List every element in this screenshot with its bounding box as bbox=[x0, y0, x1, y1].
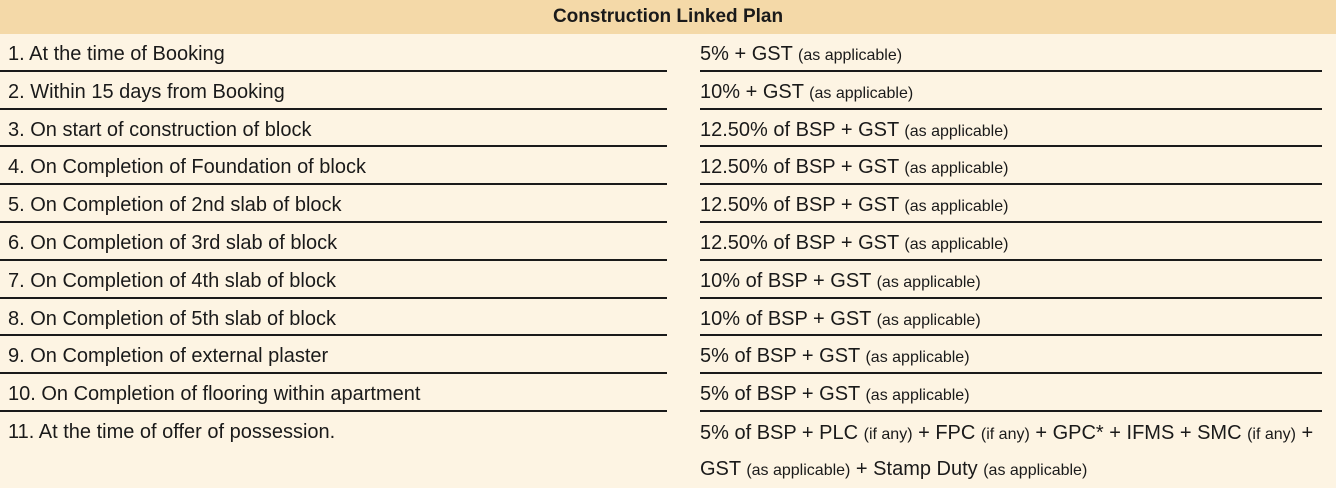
amount-value: + FPC bbox=[912, 421, 981, 444]
row-divider bbox=[700, 409, 1322, 412]
amount-value: 10% + GST bbox=[700, 80, 804, 103]
row-divider bbox=[700, 296, 1322, 299]
amount-note: (as applicable) bbox=[809, 84, 914, 102]
amount-note: (as applicable) bbox=[904, 235, 1009, 253]
amount-cell: 12.50% of BSP + GST (as applicable) bbox=[700, 232, 1008, 256]
amount-note: (as applicable) bbox=[904, 198, 1009, 216]
table-row: 6. On Completion of 3rd slab of block 12… bbox=[0, 223, 1336, 261]
amount-note: (if any) bbox=[980, 425, 1030, 443]
row-divider bbox=[0, 334, 667, 337]
stage-label: 1. At the time of Booking bbox=[8, 43, 225, 65]
amount-value: + Stamp Duty bbox=[850, 457, 984, 480]
row-divider bbox=[700, 145, 1322, 148]
stage-label: 6. On Completion of 3rd slab of block bbox=[8, 231, 338, 254]
amount-value: 12.50% of BSP + GST bbox=[700, 156, 899, 179]
amount-value: 12.50% of BSP + GST bbox=[700, 231, 899, 254]
table-row: 3. On start of construction of block 12.… bbox=[0, 110, 1336, 148]
table-row: 10. On Completion of flooring within apa… bbox=[0, 374, 1336, 412]
stage-label: 5. On Completion of 2nd slab of block bbox=[8, 194, 342, 217]
amount-note: (as applicable) bbox=[865, 387, 970, 405]
table-row: 1. At the time of Booking 5% + GST (as a… bbox=[0, 34, 1336, 72]
row-divider bbox=[0, 220, 667, 223]
amount-note: (as applicable) bbox=[904, 160, 1009, 178]
stage-label: 7. On Completion of 4th slab of block bbox=[8, 269, 336, 292]
amount-value: 5% + GST bbox=[700, 43, 793, 65]
row-divider bbox=[0, 258, 667, 261]
amount-value: 5% of BSP + GST bbox=[700, 345, 860, 368]
row-divider bbox=[700, 372, 1322, 375]
amount-cell: 5% + GST (as applicable) bbox=[700, 43, 902, 67]
amount-value: 12.50% of BSP + GST bbox=[700, 194, 899, 217]
row-divider bbox=[700, 69, 1322, 72]
stage-label: 8. On Completion of 5th slab of block bbox=[8, 307, 336, 330]
table-row: 5. On Completion of 2nd slab of block 12… bbox=[0, 185, 1336, 223]
amount-note: (as applicable) bbox=[746, 461, 851, 479]
row-divider bbox=[0, 107, 667, 110]
amount-value: 12.50% of BSP + GST bbox=[700, 118, 899, 141]
stage-label: 11. At the time of offer of possession. bbox=[8, 420, 336, 443]
amount-cell: 5% of BSP + PLC (if any) + FPC (if any) … bbox=[700, 416, 1330, 488]
stage-label: 3. On start of construction of block bbox=[8, 118, 312, 141]
amount-value: + GPC* + IFMS + SMC bbox=[1029, 421, 1248, 444]
row-divider bbox=[700, 107, 1322, 110]
row-divider bbox=[0, 145, 667, 148]
amount-note: (as applicable) bbox=[865, 349, 970, 367]
row-divider bbox=[0, 372, 667, 375]
table-title: Construction Linked Plan bbox=[0, 0, 1336, 34]
amount-value: 10% of BSP + GST bbox=[700, 307, 872, 330]
amount-cell: 10% + GST (as applicable) bbox=[700, 81, 913, 105]
amount-value: 5% of BSP + GST bbox=[700, 383, 860, 406]
stage-label: 2. Within 15 days from Booking bbox=[8, 80, 285, 103]
amount-value: 10% of BSP + GST bbox=[700, 269, 872, 292]
amount-cell: 10% of BSP + GST (as applicable) bbox=[700, 270, 981, 294]
stage-label: 4. On Completion of Foundation of block bbox=[8, 156, 366, 179]
amount-cell: 12.50% of BSP + GST (as applicable) bbox=[700, 156, 1008, 180]
row-divider bbox=[700, 334, 1322, 337]
table-row: 4. On Completion of Foundation of block … bbox=[0, 147, 1336, 186]
amount-note: (if any) bbox=[1247, 425, 1296, 443]
row-divider bbox=[700, 183, 1322, 186]
amount-cell: 12.50% of BSP + GST (as applicable) bbox=[700, 194, 1008, 218]
amount-cell: 5% of BSP + GST (as applicable) bbox=[700, 383, 970, 407]
amount-note: (as applicable) bbox=[798, 47, 903, 64]
table-row-last: 11. At the time of offer of possession. … bbox=[0, 412, 1336, 488]
table-row: 9. On Completion of external plaster 5% … bbox=[0, 336, 1336, 375]
amount-note: (as applicable) bbox=[983, 461, 1088, 479]
amount-cell: 12.50% of BSP + GST (as applicable) bbox=[700, 119, 1008, 143]
amount-note: (if any) bbox=[863, 425, 913, 443]
row-divider bbox=[0, 409, 667, 412]
table-row: 7. On Completion of 4th slab of block 10… bbox=[0, 261, 1336, 299]
table-row: 2. Within 15 days from Booking 10% + GST… bbox=[0, 72, 1336, 110]
amount-value: + GST bbox=[700, 421, 1314, 480]
amount-cell: 5% of BSP + GST (as applicable) bbox=[700, 345, 970, 369]
amount-note: (as applicable) bbox=[904, 122, 1009, 140]
amount-value: 5% of BSP + PLC bbox=[700, 421, 864, 444]
row-divider bbox=[700, 220, 1322, 223]
row-divider bbox=[0, 69, 667, 72]
amount-note: (as applicable) bbox=[876, 273, 981, 291]
table-row: 8. On Completion of 5th slab of block 10… bbox=[0, 299, 1336, 337]
row-divider bbox=[700, 258, 1322, 261]
row-divider bbox=[0, 296, 667, 299]
stage-label: 9. On Completion of external plaster bbox=[8, 345, 329, 368]
amount-note: (as applicable) bbox=[876, 311, 981, 329]
amount-cell: 10% of BSP + GST (as applicable) bbox=[700, 308, 981, 332]
stage-label: 10. On Completion of flooring within apa… bbox=[8, 383, 421, 406]
plan-rows: 1. At the time of Booking 5% + GST (as a… bbox=[0, 34, 1336, 488]
row-divider bbox=[0, 183, 667, 186]
